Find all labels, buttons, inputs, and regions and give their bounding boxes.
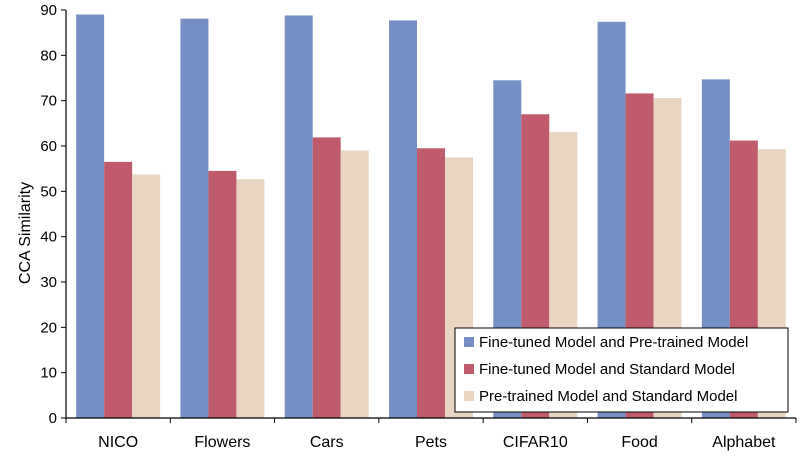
bar-nico-series-3 [132,174,161,418]
y-tick-label: 30 [40,274,57,291]
y-tick-label: 60 [40,138,57,155]
bar-flowers-series-1 [180,18,209,419]
x-category-label: NICO [98,434,138,451]
x-category-label: Alphabet [712,434,776,451]
y-tick-label: 80 [40,47,57,64]
x-category-label: Food [621,434,657,451]
legend-box [454,327,789,413]
y-tick-label: 50 [40,183,57,200]
axes-layer [65,10,796,419]
legend-swatch [464,337,474,347]
bar-cars-series-2 [312,137,341,418]
x-category-label: Pets [415,434,447,451]
y-tick-label: 10 [40,365,57,382]
legend-label: Fine-tuned Model and Standard Model [479,361,735,378]
bar-flowers-series-2 [208,170,237,418]
bar-cars-series-3 [340,150,369,418]
y-tick-label: 0 [49,410,57,427]
y-ticks: 0 10 20 30 40 50 60 70 80 90 [40,2,66,427]
legend: Fine-tuned Model and Pre-trained Model Fi… [454,327,789,413]
y-tick-label: 90 [40,2,57,19]
legend-swatch [464,391,474,401]
x-category-label: CIFAR10 [503,434,568,451]
y-axis-label: CCA Similarity [17,182,34,284]
bar-nico-series-2 [104,161,133,418]
y-tick-label: 70 [40,93,57,110]
bar-cars-series-1 [284,15,313,418]
x-category-label: Cars [310,434,344,451]
bar-pets-series-2 [417,148,445,418]
bar-pets-series-1 [389,20,417,419]
y-tick-label: 20 [40,319,57,336]
x-categories: NICO Flowers Cars Pets CIFAR10 Food Alphabet [65,418,797,451]
bar-nico-series-1 [76,14,105,419]
y-tick-label: 40 [40,229,57,246]
legend-label: Pre-trained Model and Standard Model [479,388,738,405]
legend-label: Fine-tuned Model and Pre-trained Model [479,334,748,351]
x-category-label: Flowers [194,434,250,451]
legend-swatch [464,364,474,374]
bar-flowers-series-3 [236,179,265,418]
